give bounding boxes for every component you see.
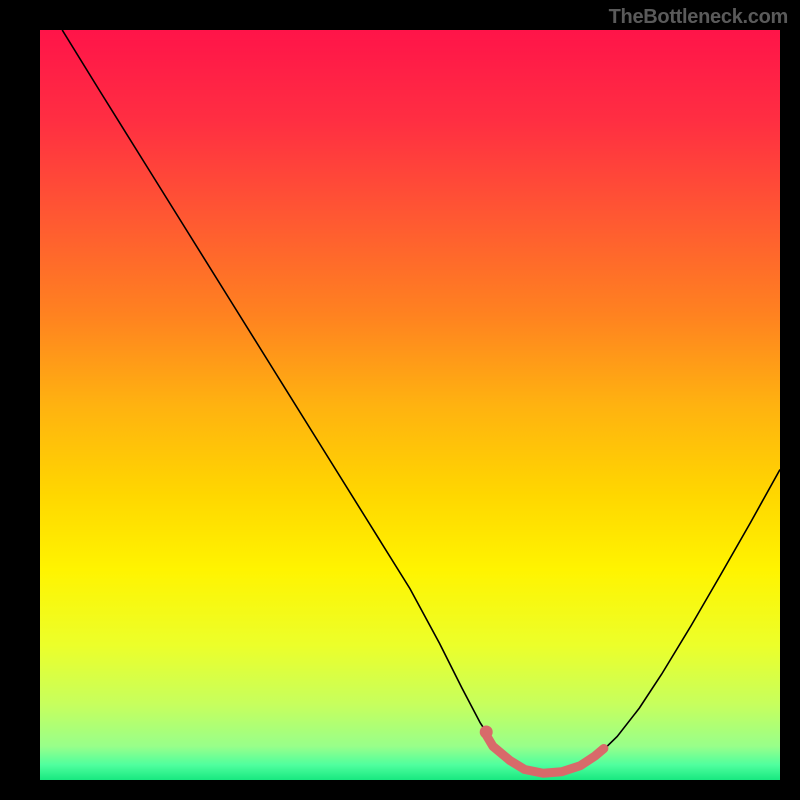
attribution-text: TheBottleneck.com [609,6,788,29]
chart-container: TheBottleneck.com [0,0,800,800]
chart-svg [40,30,780,780]
plot-area [40,30,780,780]
gradient-background [40,30,780,780]
highlight-start-dot [480,726,493,739]
